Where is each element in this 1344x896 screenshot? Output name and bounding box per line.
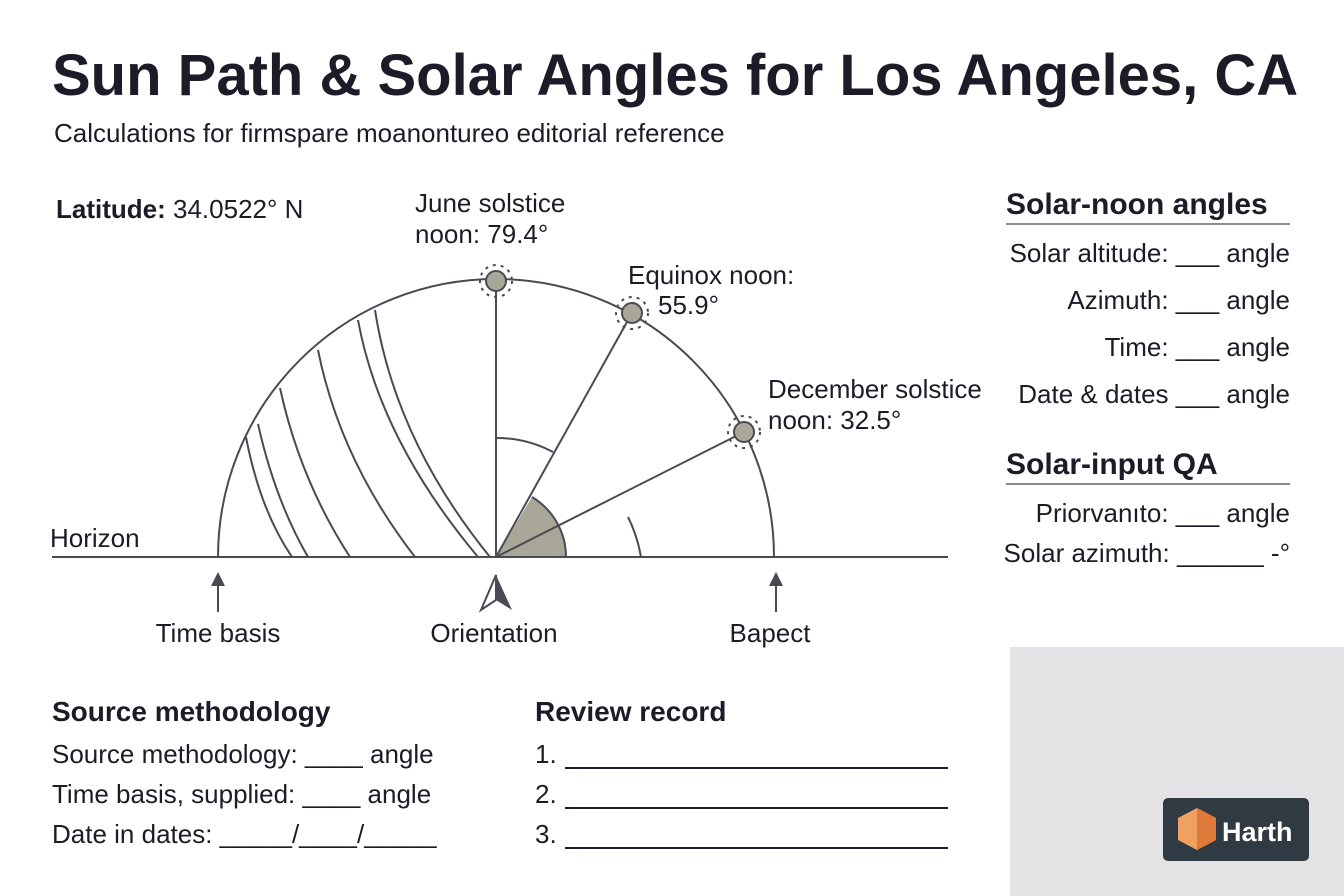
sun <box>733 421 755 443</box>
section-title: Review record <box>535 696 726 727</box>
subtitle: Calculations for firmspare moanontureo e… <box>54 118 725 148</box>
field-row: Time basis, supplied: ____ angle <box>52 779 431 809</box>
angle-arc <box>627 516 642 558</box>
angle-arc <box>495 436 554 453</box>
ray <box>495 431 745 558</box>
compass <box>478 574 497 613</box>
section-title: Solar-noon angles <box>1006 188 1268 221</box>
sun <box>485 270 507 292</box>
compass <box>496 575 512 610</box>
sun-label: 55.9° <box>658 290 719 320</box>
latitude: Latitude: 34.0522° N <box>56 194 303 224</box>
title: Sun Path & Solar Angles for Los Angeles,… <box>52 43 1298 108</box>
review-lines <box>565 767 948 849</box>
field-row: Priorvanıto: ___ angle <box>1036 498 1290 528</box>
field-row: Azimuth: ___ angle <box>1067 285 1290 315</box>
latitude-label: Latitude: <box>56 194 166 224</box>
suns <box>479 264 761 449</box>
sun-rays <box>479 264 513 298</box>
sun-label: June solstice <box>415 188 565 218</box>
logo: Harth <box>1163 798 1309 861</box>
review-row: 3. <box>535 819 557 849</box>
horizon-label: Horizon <box>50 523 140 553</box>
latitude-value: 34.0522° N <box>173 194 303 224</box>
sun-label: Equinox noon: <box>628 260 794 290</box>
sun-label: noon: 32.5° <box>768 405 901 435</box>
sun-label: noon: 79.4° <box>415 219 548 249</box>
sun-label: December solstice <box>768 374 982 404</box>
sun-diagram: June solstice noon: 79.4° Equinox noon: … <box>50 188 982 648</box>
review-row: 1. <box>535 739 557 769</box>
logo-icon <box>1197 808 1216 850</box>
arrowhead <box>769 572 783 586</box>
sun-path <box>245 309 491 558</box>
ray <box>495 312 633 558</box>
arrowhead <box>211 572 225 586</box>
field-row: Time: ___ angle <box>1105 332 1290 362</box>
field-row: Source methodology: ____ angle <box>52 739 434 769</box>
marker-label: Bapect <box>730 618 812 648</box>
field-row: Solar azimuth: ______ -° <box>1004 538 1290 568</box>
section-title: Solar-input QA <box>1006 448 1218 481</box>
sun-rays <box>615 296 649 330</box>
marker-label: Time basis <box>156 618 281 648</box>
sun <box>621 302 643 324</box>
logo-text: Harth <box>1222 817 1293 847</box>
review-row: 2. <box>535 779 557 809</box>
field-row: Date & dates ___ angle <box>1018 379 1290 409</box>
marker-label: Orientation <box>430 618 557 648</box>
field-row: Date in dates: _____/____/_____ <box>52 819 437 849</box>
field-row: Solar altitude: ___ angle <box>1010 238 1290 268</box>
section-title: Source methodology <box>52 696 331 727</box>
sun-rays <box>727 415 761 449</box>
